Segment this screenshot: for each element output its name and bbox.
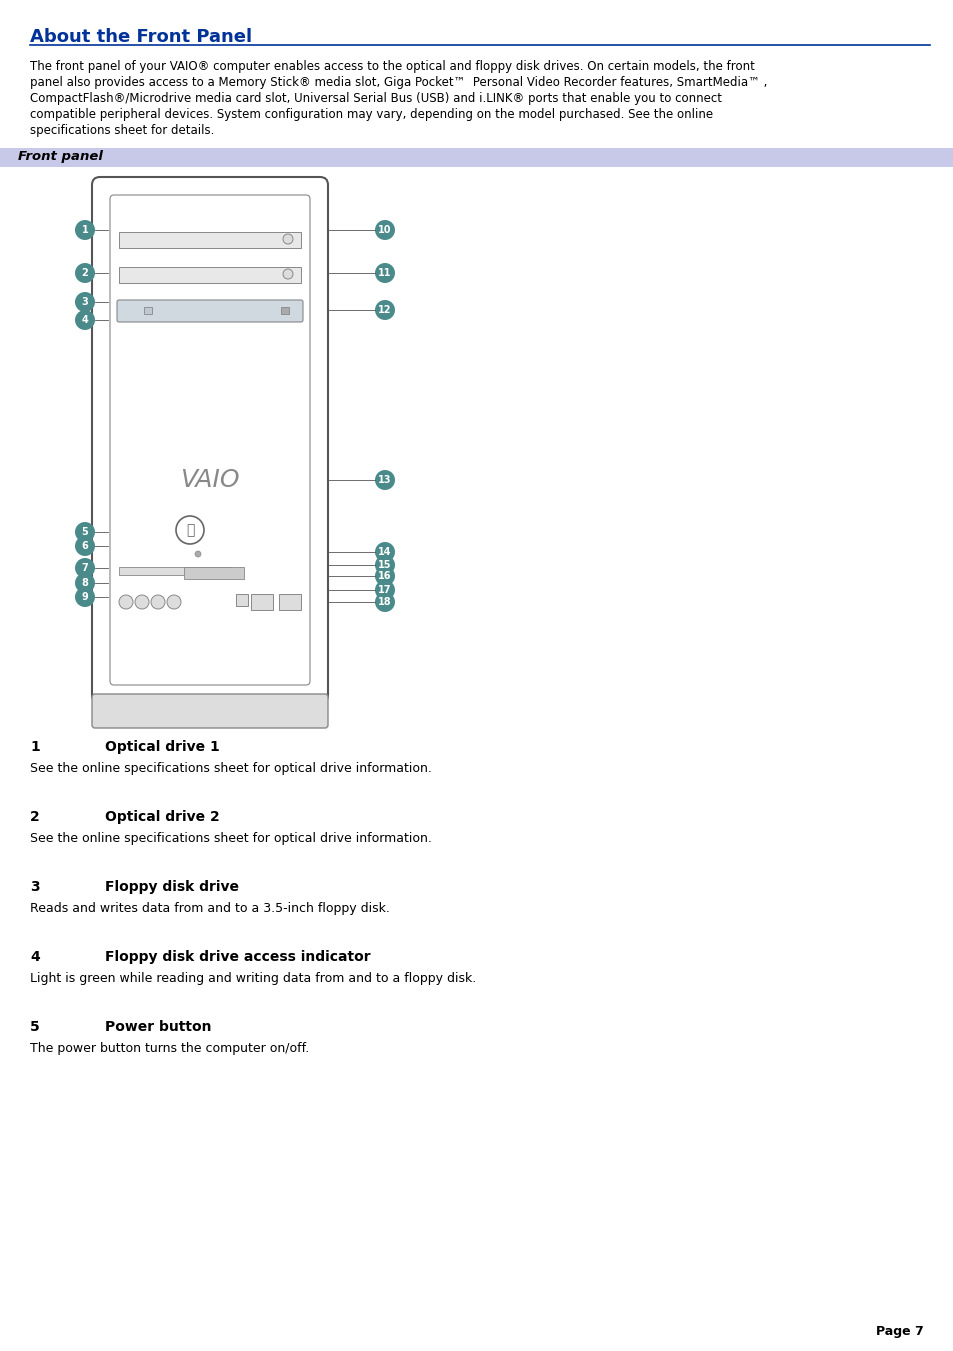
Text: Optical drive 1: Optical drive 1 <box>105 740 219 754</box>
Circle shape <box>194 551 201 557</box>
Circle shape <box>375 220 395 240</box>
Text: Light is green while reading and writing data from and to a floppy disk.: Light is green while reading and writing… <box>30 971 476 985</box>
Circle shape <box>75 586 95 607</box>
Text: VAIO: VAIO <box>180 467 239 492</box>
Text: Power button: Power button <box>105 1020 212 1034</box>
Circle shape <box>75 573 95 593</box>
Text: 16: 16 <box>377 571 392 581</box>
Text: See the online specifications sheet for optical drive information.: See the online specifications sheet for … <box>30 762 432 775</box>
Circle shape <box>151 594 165 609</box>
FancyBboxPatch shape <box>117 300 303 322</box>
Bar <box>119 232 301 249</box>
Bar <box>184 567 244 580</box>
FancyBboxPatch shape <box>110 195 310 685</box>
Circle shape <box>75 309 95 330</box>
Text: The power button turns the computer on/off.: The power button turns the computer on/o… <box>30 1042 309 1055</box>
Text: 3: 3 <box>82 297 89 307</box>
Circle shape <box>75 558 95 578</box>
Bar <box>235 594 248 607</box>
Text: 3: 3 <box>30 880 40 894</box>
Circle shape <box>75 536 95 557</box>
Circle shape <box>75 263 95 282</box>
Text: 2: 2 <box>30 811 40 824</box>
Text: 10: 10 <box>377 226 392 235</box>
Text: ⏻: ⏻ <box>186 523 194 536</box>
Circle shape <box>375 300 395 320</box>
Bar <box>281 307 289 313</box>
Circle shape <box>283 234 293 245</box>
Circle shape <box>375 592 395 612</box>
Text: Front panel: Front panel <box>18 150 103 163</box>
Text: compatible peripheral devices. System configuration may vary, depending on the m: compatible peripheral devices. System co… <box>30 108 713 122</box>
Text: 1: 1 <box>30 740 40 754</box>
Bar <box>119 267 301 282</box>
Text: CompactFlash®/Microdrive media card slot, Universal Serial Bus (USB) and i.LINK®: CompactFlash®/Microdrive media card slot… <box>30 92 721 105</box>
Text: Floppy disk drive access indicator: Floppy disk drive access indicator <box>105 950 370 965</box>
Circle shape <box>119 594 132 609</box>
Text: Reads and writes data from and to a 3.5-inch floppy disk.: Reads and writes data from and to a 3.5-… <box>30 902 390 915</box>
Text: 4: 4 <box>82 315 89 326</box>
Bar <box>119 567 231 576</box>
Circle shape <box>75 292 95 312</box>
Circle shape <box>175 516 204 544</box>
Text: 18: 18 <box>377 597 392 607</box>
Circle shape <box>375 580 395 600</box>
Text: panel also provides access to a Memory Stick® media slot, Giga Pocket™  Personal: panel also provides access to a Memory S… <box>30 76 766 89</box>
Text: specifications sheet for details.: specifications sheet for details. <box>30 124 214 136</box>
Text: 8: 8 <box>81 578 89 588</box>
Bar <box>0 149 953 168</box>
Text: 12: 12 <box>377 305 392 315</box>
Circle shape <box>375 542 395 562</box>
Text: 1: 1 <box>82 226 89 235</box>
FancyBboxPatch shape <box>91 177 328 703</box>
Bar <box>278 594 301 611</box>
Bar <box>144 307 152 313</box>
Text: 2: 2 <box>82 267 89 278</box>
Circle shape <box>375 263 395 282</box>
Text: 13: 13 <box>377 476 392 485</box>
Text: Optical drive 2: Optical drive 2 <box>105 811 219 824</box>
FancyBboxPatch shape <box>91 694 328 728</box>
Text: 17: 17 <box>377 585 392 594</box>
Text: 14: 14 <box>377 547 392 557</box>
Text: 9: 9 <box>82 592 89 603</box>
Circle shape <box>75 220 95 240</box>
Text: 7: 7 <box>82 563 89 573</box>
Circle shape <box>375 566 395 586</box>
Text: 6: 6 <box>82 540 89 551</box>
Text: Page 7: Page 7 <box>876 1325 923 1337</box>
Circle shape <box>283 269 293 280</box>
Circle shape <box>167 594 181 609</box>
Text: 15: 15 <box>377 561 392 570</box>
Circle shape <box>135 594 149 609</box>
Bar <box>251 594 273 611</box>
Circle shape <box>75 521 95 542</box>
Text: 4: 4 <box>30 950 40 965</box>
Text: 5: 5 <box>30 1020 40 1034</box>
Text: The front panel of your VAIO® computer enables access to the optical and floppy : The front panel of your VAIO® computer e… <box>30 59 754 73</box>
Text: See the online specifications sheet for optical drive information.: See the online specifications sheet for … <box>30 832 432 844</box>
Circle shape <box>375 470 395 490</box>
Text: Floppy disk drive: Floppy disk drive <box>105 880 239 894</box>
Circle shape <box>375 555 395 576</box>
Text: 11: 11 <box>377 267 392 278</box>
Text: About the Front Panel: About the Front Panel <box>30 28 252 46</box>
Text: 5: 5 <box>82 527 89 536</box>
